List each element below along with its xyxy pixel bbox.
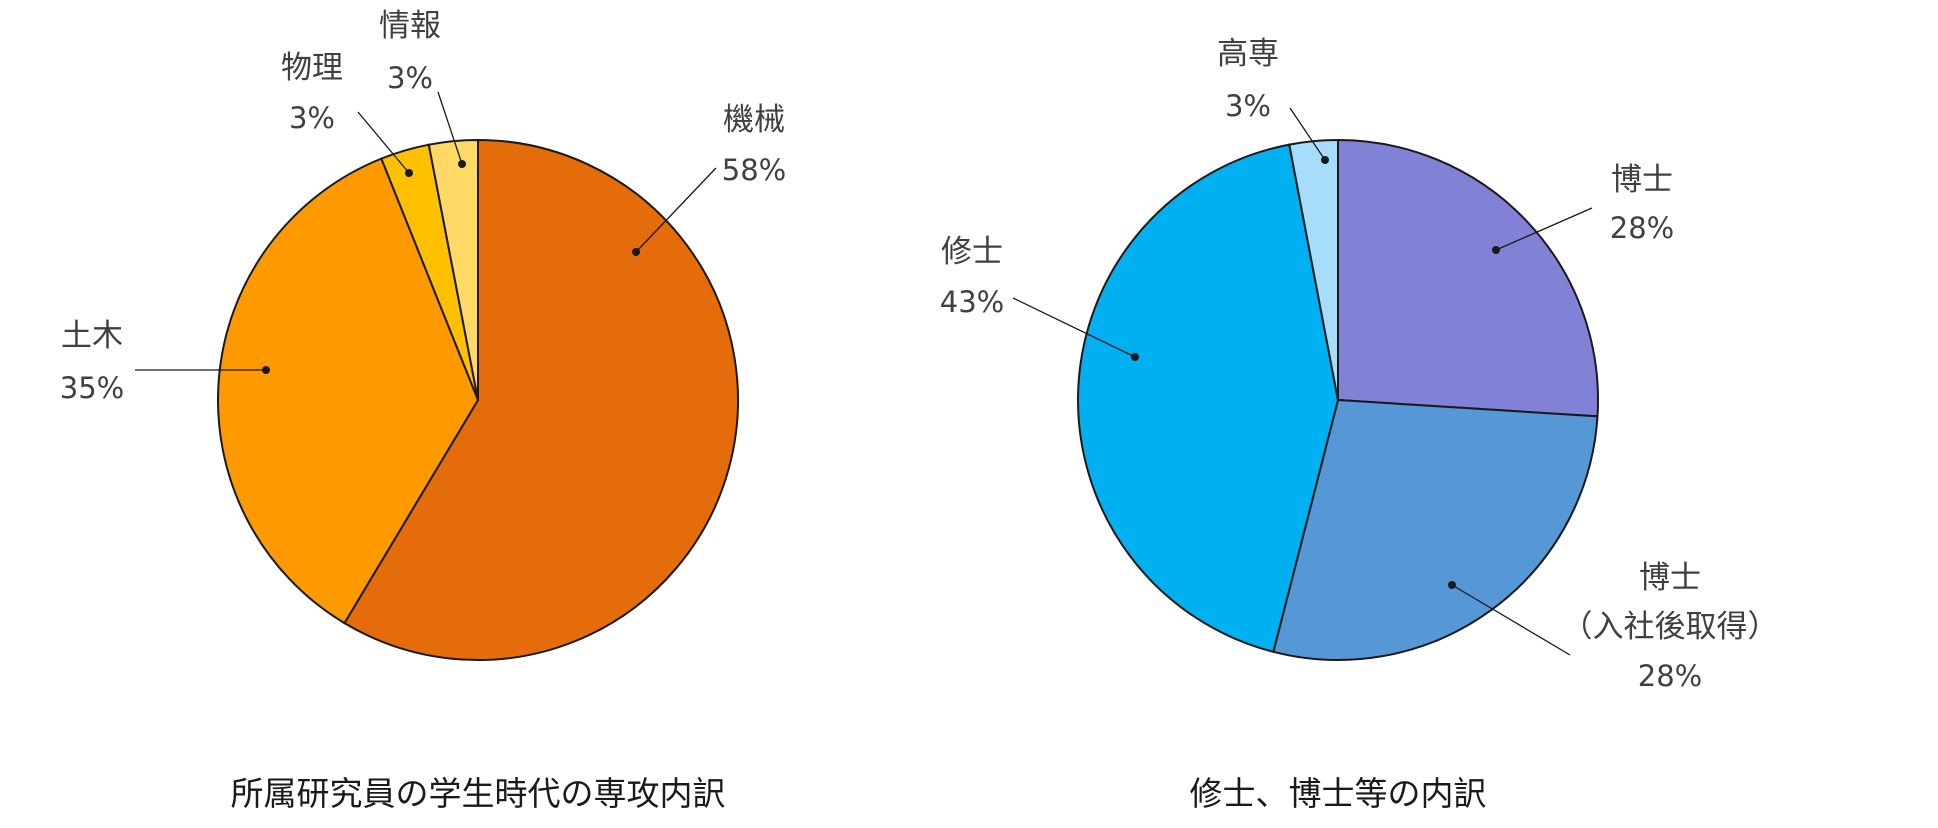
slice-percent-majors-2: 3%: [289, 101, 335, 135]
leader-dot-majors-3: [458, 160, 466, 168]
slice-label-degrees-3: 高専: [1217, 36, 1279, 72]
pie-slice-degrees-1: [1272, 398, 1599, 661]
slice-label-degrees-1: 博士: [1639, 560, 1701, 596]
pie-slice-majors-1: [216, 157, 480, 625]
leader-line-degrees-2: [1012, 297, 1136, 358]
slice-label-majors-0: 機械: [723, 102, 785, 138]
slice-label-majors-2: 物理: [281, 50, 343, 86]
slice-percent-degrees-2: 43%: [940, 285, 1004, 319]
slice-label-majors-3: 情報: [379, 8, 441, 44]
leader-dot-degrees-0: [1492, 246, 1500, 254]
slice-label-degrees-2: 修士: [941, 234, 1003, 270]
slice-percent-majors-3: 3%: [387, 61, 433, 95]
slice-percent-majors-1: 35%: [60, 371, 124, 405]
leader-dot-majors-0: [632, 248, 640, 256]
pie-slice-degrees-0: [1337, 138, 1599, 418]
pie-slice-majors-3: [427, 138, 479, 401]
pie-slice-degrees-3: [1288, 138, 1339, 401]
pie-chart-majors: 機械 58% 土木 35% 物理 3% 情報 3% 所属研究員の学生時代の専攻内訳: [60, 8, 786, 813]
leader-dot-degrees-3: [1321, 156, 1329, 164]
leader-dot-majors-2: [405, 169, 413, 177]
slice-percent-degrees-3: 3%: [1225, 89, 1271, 123]
leader-dot-degrees-1: [1448, 581, 1456, 589]
slice-percent-majors-0: 58%: [722, 153, 786, 187]
slice-sublabel-degrees-1: （入社後取得）: [1562, 609, 1779, 645]
leader-dot-degrees-2: [1131, 353, 1139, 361]
pie-slice-majors-0: [343, 138, 739, 661]
leader-line-majors-0: [635, 167, 717, 253]
pie-chart-degrees: 博士 28% 博士 （入社後取得） 28% 修士 43% 高専 3% 修士、博士等の内訳: [940, 36, 1779, 813]
slice-percent-degrees-0: 28%: [1610, 211, 1674, 245]
chart-title-majors: 所属研究員の学生時代の専攻内訳: [231, 774, 726, 813]
slice-label-majors-1: 土木: [61, 318, 123, 354]
slice-label-degrees-0: 博士: [1611, 162, 1673, 198]
slice-percent-degrees-1: 28%: [1638, 659, 1702, 693]
chart-title-degrees: 修士、博士等の内訳: [1190, 774, 1487, 813]
leader-line-majors-3: [437, 91, 463, 165]
leader-line-degrees-3: [1289, 107, 1326, 161]
leader-line-degrees-1: [1451, 584, 1571, 656]
leader-line-majors-2: [357, 111, 410, 174]
leader-dot-majors-1: [262, 366, 270, 374]
pie-slice-degrees-2: [1077, 143, 1340, 654]
leader-line-degrees-0: [1495, 207, 1593, 251]
